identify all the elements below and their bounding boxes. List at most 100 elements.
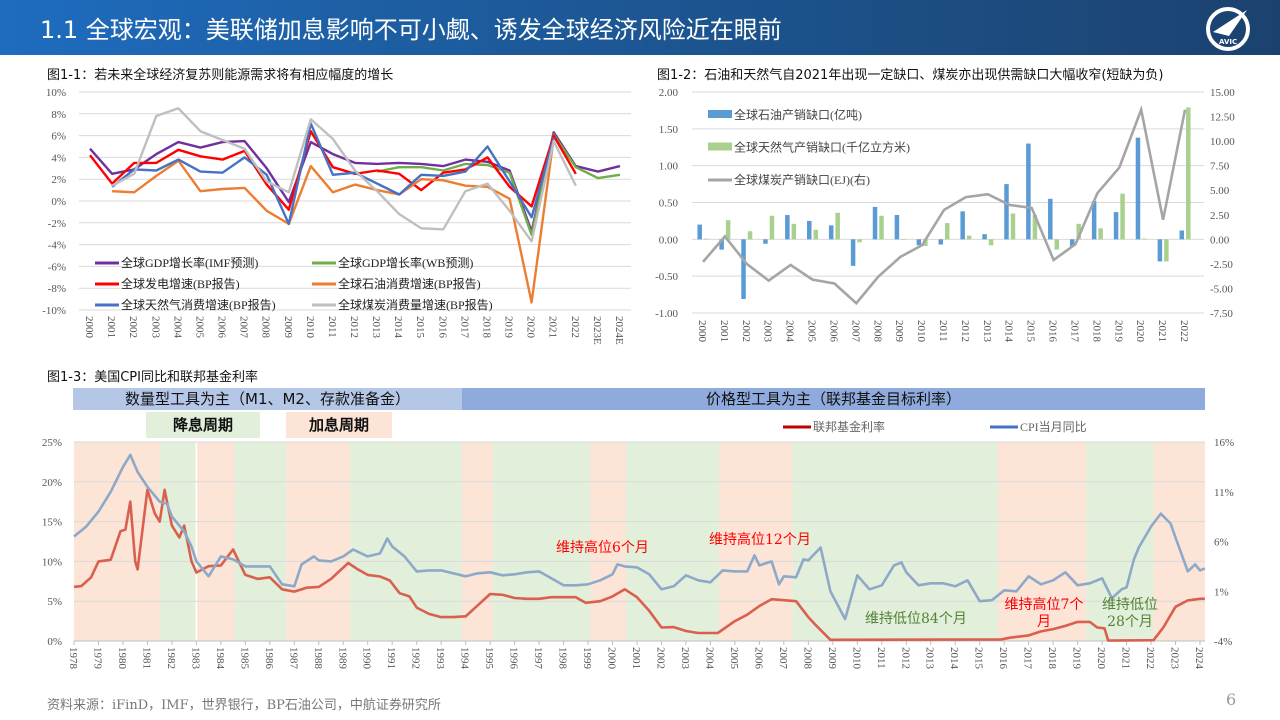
y-tick-label: 0.50: [659, 198, 679, 210]
title-bar: 1.1 全球宏观：美联储加息影响不可小觑、诱发全球经济风险近在眼前 AVIC: [0, 0, 1280, 55]
x-tick-label: 1992: [410, 647, 422, 669]
x-tick-label: 2005: [728, 647, 740, 670]
bar: [857, 239, 862, 243]
y2-tick-label: 15.00: [1210, 87, 1235, 99]
x-tick-label: 2002: [127, 316, 139, 338]
y-tick-label: 1.00: [659, 161, 679, 173]
y2-tick-label: 5.00: [1210, 185, 1230, 197]
x-tick-label: 1994: [459, 647, 471, 670]
legend-label: 全球GDP增长率(IMF预测): [121, 255, 258, 270]
cut-cycle-band: [625, 442, 720, 641]
cut-cycle-band: [492, 442, 591, 641]
x-tick-label: 2004: [784, 320, 796, 343]
bar: [901, 239, 906, 240]
hike-cycle-band: [998, 442, 1087, 641]
bar: [1032, 215, 1038, 240]
y2-tick-label: 6%: [1214, 537, 1229, 549]
legend-label: 全球GDP增长率(WB预测): [338, 255, 473, 270]
legend-label: CPI当月同比: [1020, 420, 1087, 434]
legend-label: 全球天然气消费增速(BP报告): [121, 297, 276, 312]
hike-cycle-band: [286, 442, 351, 641]
x-tick-label: 2007: [777, 647, 789, 670]
x-tick-label: 2007: [849, 320, 861, 343]
x-tick-label: 2011: [875, 647, 887, 669]
x-tick-label: 2002: [740, 320, 752, 342]
chart1-title: 图1-1：若未来全球经济复苏则能源需求将有相应幅度的增长: [47, 68, 394, 83]
x-tick-label: 1982: [165, 647, 177, 669]
legend-label: 全球石油消费增速(BP报告): [338, 276, 481, 291]
legend-label: 全球石油产销缺口(亿吨): [734, 107, 862, 122]
y-tick-label: 5%: [47, 596, 62, 608]
y-tick-label: -6%: [48, 261, 66, 273]
y2-tick-label: 1%: [1214, 586, 1229, 598]
bar: [785, 215, 790, 240]
x-tick-label: 2010: [850, 647, 862, 670]
bar: [1120, 193, 1125, 240]
bar: [1069, 239, 1075, 247]
hike-cycle-band: [196, 442, 235, 641]
x-tick-label: 2012: [959, 320, 971, 342]
x-tick-label: 2013: [981, 320, 993, 343]
x-tick-label: 2018: [1046, 647, 1058, 670]
bar: [1054, 239, 1060, 250]
legend-label: 全球发电增速(BP报告): [121, 276, 240, 291]
x-tick-label: 1989: [336, 647, 348, 670]
x-tick-label: 1985: [238, 647, 250, 670]
legend-label: 全球天然气产销缺口(千亿立方米): [734, 140, 910, 155]
cut-cycle-band: [159, 442, 197, 641]
x-tick-label: 2005: [806, 320, 818, 343]
bar: [988, 239, 994, 246]
bar: [938, 239, 943, 245]
bar: [879, 215, 884, 240]
chart2-title: 图1-2：石油和天然气自2021年出现一定缺口、煤炭亦出现供需缺口大幅收窄(短缺…: [657, 68, 1164, 83]
bar: [1113, 212, 1119, 240]
x-tick-label: 2021: [547, 316, 559, 338]
x-tick-label: 1981: [140, 647, 152, 669]
quantity-tools-band: 数量型工具为主（M1、M2、存款准备金）: [73, 388, 462, 410]
bar: [835, 212, 840, 240]
x-tick-label: 2024E: [613, 316, 625, 345]
x-tick-label: 1986: [263, 647, 275, 670]
x-tick-label: 2019: [503, 316, 515, 339]
x-tick-label: 2017: [1068, 320, 1080, 343]
x-tick-label: 2008: [260, 316, 272, 339]
y2-tick-label: -4%: [1214, 636, 1232, 648]
y-tick-label: 0%: [47, 636, 62, 648]
series-line: [73, 453, 1206, 621]
x-tick-label: 2008: [871, 320, 883, 343]
bar: [1164, 239, 1169, 262]
x-tick-label: 2013: [924, 647, 936, 670]
x-tick-label: 2011: [937, 320, 949, 342]
y2-tick-label: 10.00: [1210, 136, 1235, 148]
bar: [1135, 137, 1141, 240]
bar: [741, 239, 746, 300]
bar: [850, 239, 856, 266]
series-line: [73, 488, 1205, 642]
legend-swatch: [708, 110, 732, 118]
bar: [1004, 184, 1009, 240]
bar: [945, 223, 950, 240]
x-tick-label: 2022: [1144, 647, 1156, 669]
x-tick-label: 2019: [1071, 647, 1083, 670]
series-line: [89, 130, 577, 211]
bar: [1186, 107, 1191, 240]
x-tick-label: 2017: [1022, 647, 1034, 670]
bar: [813, 229, 819, 240]
x-tick-label: 2006: [827, 320, 839, 343]
x-tick-label: 2014: [1003, 320, 1015, 343]
x-tick-label: 2016: [997, 647, 1009, 670]
legend-label: 全球煤炭消费量增速(BP报告): [338, 297, 493, 312]
y-tick-label: -10%: [42, 305, 66, 317]
x-tick-label: 2008: [801, 647, 813, 670]
y-tick-label: -8%: [48, 283, 66, 295]
x-tick-label: 2011: [326, 316, 338, 338]
y-tick-label: 8%: [51, 109, 66, 121]
y-tick-label: -1.00: [655, 308, 678, 320]
x-tick-label: 2014: [392, 316, 404, 339]
cut-cycle-label: 降息周期: [146, 412, 260, 438]
x-tick-label: 2022: [569, 316, 581, 338]
x-tick-label: 2000: [83, 316, 95, 339]
x-tick-label: 2010: [915, 320, 927, 343]
bar: [807, 220, 812, 240]
x-tick-label: 2022: [1178, 320, 1190, 342]
